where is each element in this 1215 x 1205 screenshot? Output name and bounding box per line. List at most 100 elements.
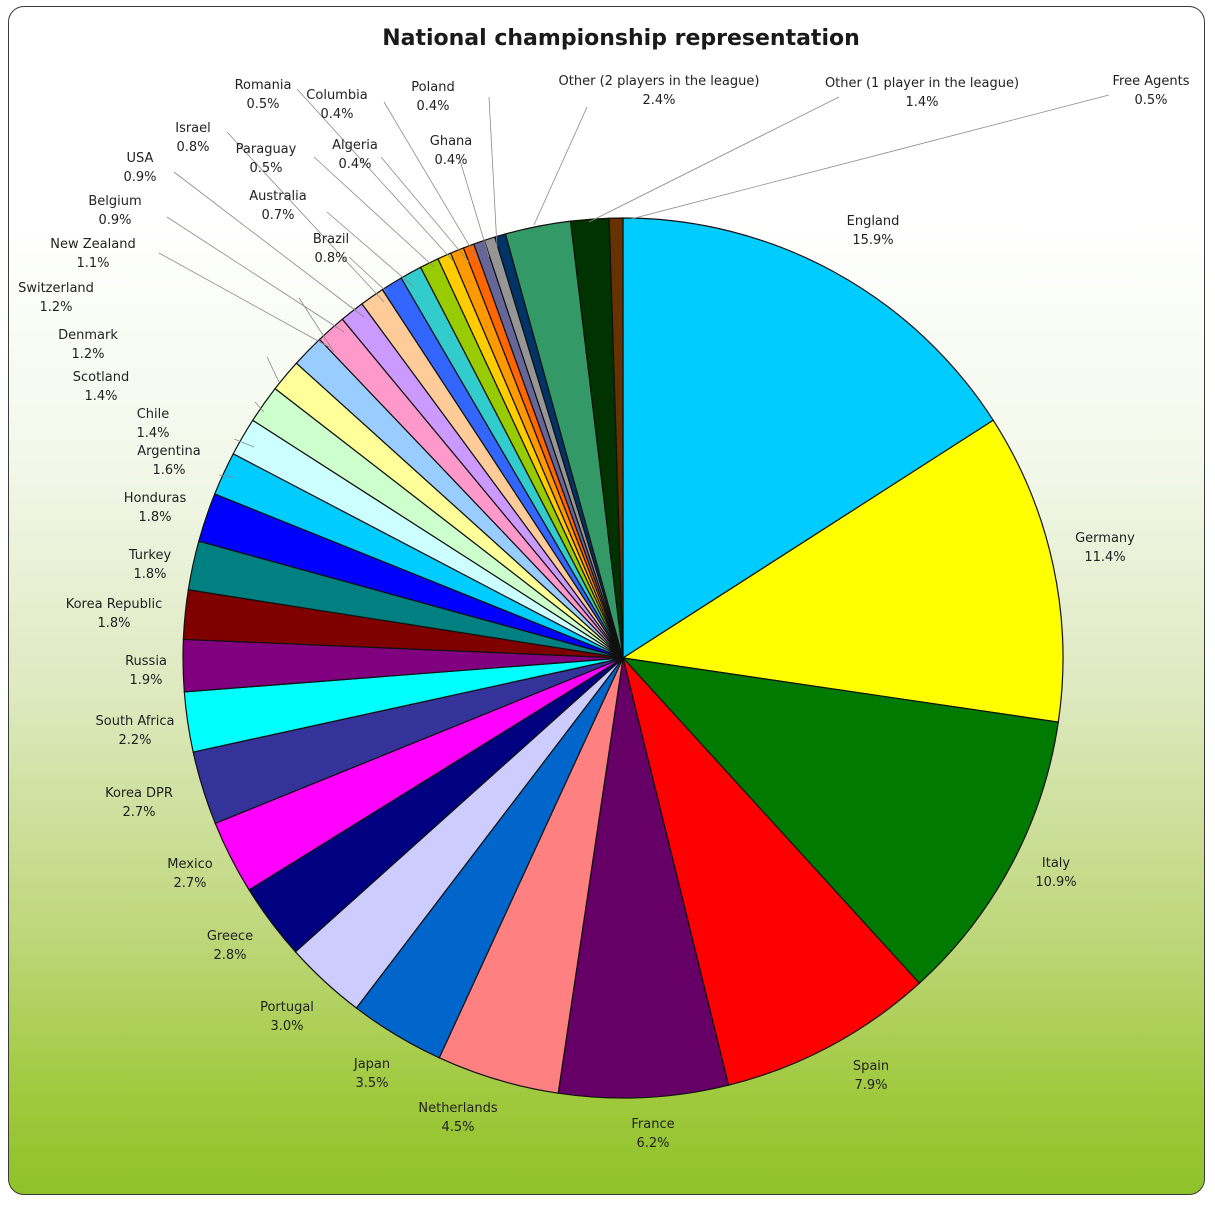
leader-line-romania [296,88,455,263]
leader-line-ghana [458,156,490,258]
slice-value-algeria: 0.4% [338,157,371,172]
slice-label-algeria: Algeria [332,138,378,153]
leader-line-brazil [348,256,388,293]
slice-label-netherlands: Netherlands [418,1101,497,1116]
leader-line-argentina [218,474,235,478]
slice-label-new-zealand: New Zealand [50,237,135,252]
leader-line-poland [488,96,498,248]
slice-value-spain: 7.9% [854,1078,887,1093]
slice-value-israel: 0.8% [176,140,209,155]
pie-slice-italy [621,657,1059,985]
slice-value-france: 6.2% [636,1136,669,1151]
slice-value-other-1-player-in-the-league: 1.4% [905,95,938,110]
slice-label-france: France [631,1117,674,1132]
chart-title: National championship representation [382,26,860,51]
slice-value-russia: 1.9% [129,673,162,688]
slice-value-japan: 3.5% [355,1076,388,1091]
slice-label-chile: Chile [137,407,170,422]
slice-value-germany: 11.4% [1084,550,1125,565]
slice-value-poland: 0.4% [416,99,449,114]
slice-label-usa: USA [127,151,154,166]
slice-value-honduras: 1.8% [138,510,171,525]
slice-label-mexico: Mexico [167,857,212,872]
slice-label-greece: Greece [207,929,253,944]
slice-label-belgium: Belgium [88,194,141,209]
slice-label-south-africa: South Africa [96,714,175,729]
slice-label-columbia: Columbia [306,88,367,103]
slice-label-russia: Russia [125,654,167,669]
slice-value-netherlands: 4.5% [441,1120,474,1135]
slice-label-romania: Romania [235,78,292,93]
pie-slice-free-agents [608,217,624,659]
slice-value-other-2-players-in-the-league: 2.4% [642,93,675,108]
slice-label-japan: Japan [353,1057,390,1072]
slice-value-free-agents: 0.5% [1134,93,1167,108]
slice-label-switzerland: Switzerland [18,281,94,296]
slice-value-ghana: 0.4% [434,153,467,168]
slice-value-england: 15.9% [852,233,893,248]
leader-line-belgium [166,216,345,333]
slice-value-south-africa: 2.2% [118,733,151,748]
slice-value-usa: 0.9% [123,170,156,185]
slice-value-romania: 0.5% [246,97,279,112]
slice-label-korea-dpr: Korea DPR [105,786,173,801]
slice-value-argentina: 1.6% [152,463,185,478]
leader-line-paraguay [313,156,435,268]
slice-value-italy: 10.9% [1035,875,1076,890]
slice-label-free-agents: Free Agents [1113,74,1190,89]
pie-slice-france [557,657,730,1099]
pie-slice-germany [621,419,1064,723]
leader-line-columbia [383,101,480,263]
pie-chart: National championship representation Eng… [18,26,1190,1151]
slice-label-poland: Poland [411,80,454,95]
slice-value-columbia: 0.4% [320,107,353,122]
slice-value-switzerland: 1.2% [39,300,72,315]
slice-label-honduras: Honduras [124,491,187,506]
slice-label-korea-republic: Korea Republic [66,597,163,612]
slice-label-spain: Spain [853,1059,889,1074]
leader-line-scotland [254,401,265,413]
slice-label-israel: Israel [175,121,211,136]
slice-value-denmark: 1.2% [71,347,104,362]
leader-line-new-zealand [158,252,330,348]
slice-value-korea-republic: 1.8% [97,616,130,631]
slice-label-paraguay: Paraguay [236,142,297,157]
slice-label-denmark: Denmark [58,328,118,343]
pie-slice-spain [622,657,921,1086]
leader-line-algeria [380,156,470,263]
slice-value-mexico: 2.7% [173,876,206,891]
slice-value-turkey: 1.8% [133,567,166,582]
slice-label-england: England [847,214,900,229]
slice-label-australia: Australia [249,189,307,204]
leader-line-other-1-player-in-the-league [588,96,840,223]
slice-label-portugal: Portugal [260,1000,314,1015]
slice-label-turkey: Turkey [128,548,172,563]
leader-line-free-agents [630,94,1110,220]
slice-label-other-1-player-in-the-league: Other (1 player in the league) [825,76,1019,91]
slice-value-korea-dpr: 2.7% [122,805,155,820]
slice-value-australia: 0.7% [261,208,294,223]
slice-value-new-zealand: 1.1% [76,256,109,271]
slice-label-other-2-players-in-the-league: Other (2 players in the league) [559,74,760,89]
slice-label-ghana: Ghana [430,134,473,149]
slice-value-belgium: 0.9% [98,213,131,228]
slice-label-argentina: Argentina [137,444,200,459]
leader-line-australia [326,211,415,288]
leader-line-usa [173,171,365,318]
leader-line-israel [226,131,385,303]
slice-value-paraguay: 0.5% [249,161,282,176]
slice-value-greece: 2.8% [213,948,246,963]
leader-line-chile [233,438,255,448]
slice-value-portugal: 3.0% [270,1019,303,1034]
leader-line-denmark [266,356,280,383]
slice-value-brazil: 0.8% [314,251,347,266]
pie-slice-england [622,217,995,660]
slice-label-scotland: Scotland [73,370,130,385]
slice-label-brazil: Brazil [313,232,349,247]
slice-value-scotland: 1.4% [84,389,117,404]
slice-value-chile: 1.4% [136,426,169,441]
slice-label-italy: Italy [1042,856,1071,871]
leader-line-other-2-players-in-the-league [533,106,588,226]
slice-label-germany: Germany [1075,531,1135,546]
chart-frame: National championship representation Eng… [8,6,1205,1195]
